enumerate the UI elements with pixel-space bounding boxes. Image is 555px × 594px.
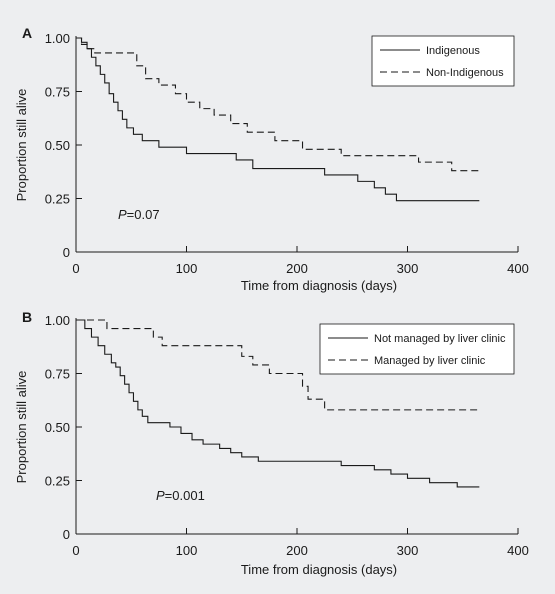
y-tick-label: 1.00 (45, 313, 70, 328)
y-tick-label: 0.75 (45, 85, 70, 100)
x-tick-label: 0 (72, 543, 79, 558)
y-tick-label: 0.75 (45, 367, 70, 382)
y-tick-label: 1.00 (45, 31, 70, 46)
x-axis-title: Time from diagnosis (days) (241, 562, 397, 577)
series-line-1 (76, 319, 480, 488)
x-tick-label: 400 (507, 261, 529, 276)
legend-label-1: Not managed by liver clinic (374, 333, 506, 345)
y-axis-title: Proportion still alive (14, 371, 29, 484)
legend-label-2: Non-Indigenous (426, 67, 504, 79)
series-line-1 (76, 37, 480, 202)
y-tick-label: 0 (63, 527, 70, 542)
series-line-2 (76, 37, 480, 172)
x-tick-label: 300 (397, 261, 419, 276)
x-tick-label: 400 (507, 543, 529, 558)
y-tick-label: 0.25 (45, 474, 70, 489)
y-axis-title: Proportion still alive (14, 89, 29, 202)
panel-a-chart: A 0 100 200 300 400 0 0.25 0.50 0.75 1.00 Time from… (14, 25, 529, 293)
legend-label-2: Managed by liver clinic (374, 355, 486, 367)
x-tick-label: 200 (286, 261, 308, 276)
y-tick-label: 0.50 (45, 420, 70, 435)
p-value-number: =0.001 (165, 488, 205, 503)
panel-b-chart: B 0 100 200 300 400 0 0.25 0.50 0.75 1.00 Time from… (14, 309, 529, 577)
x-tick-label: 0 (72, 261, 79, 276)
p-value-annotation: P=0.07 (118, 207, 160, 222)
legend-box (319, 323, 515, 375)
p-value-symbol: P (118, 207, 127, 222)
p-value-symbol: P (156, 488, 165, 503)
y-tick-label: 0.25 (45, 192, 70, 207)
panel-letter: B (22, 309, 32, 325)
legend-box (371, 35, 515, 87)
p-value-number: =0.07 (127, 207, 160, 222)
y-tick-label: 0 (63, 245, 70, 260)
legend-label-1: Indigenous (426, 45, 480, 57)
x-axis-title: Time from diagnosis (days) (241, 278, 397, 293)
p-value-annotation: P=0.001 (156, 488, 205, 503)
x-tick-label: 200 (286, 543, 308, 558)
series-line-2 (76, 319, 480, 411)
panel-letter: A (22, 25, 32, 41)
x-tick-label: 100 (176, 261, 198, 276)
y-tick-label: 0.50 (45, 138, 70, 153)
x-tick-label: 300 (397, 543, 419, 558)
x-tick-label: 100 (176, 543, 198, 558)
